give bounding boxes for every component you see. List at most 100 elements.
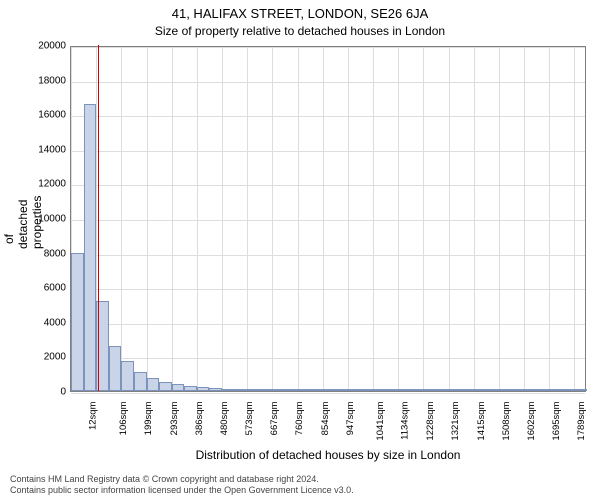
- histogram-bar: [537, 389, 550, 391]
- gridline-vertical: [549, 47, 550, 391]
- gridline-vertical: [499, 47, 500, 391]
- histogram-bar: [197, 387, 210, 391]
- histogram-bar: [360, 389, 373, 391]
- xtick-label: 667sqm: [269, 402, 280, 436]
- gridline-vertical: [172, 47, 173, 391]
- histogram-bar: [235, 389, 248, 391]
- gridline-vertical: [147, 47, 148, 391]
- ytick-label: 2000: [44, 352, 66, 363]
- xtick-label: 1789sqm: [576, 402, 587, 441]
- xtick-label: 1602sqm: [526, 402, 537, 441]
- histogram-bar: [323, 389, 336, 391]
- histogram-bar: [260, 389, 273, 391]
- histogram-bar: [461, 389, 474, 391]
- gridline-vertical: [423, 47, 424, 391]
- xtick-label: 293sqm: [168, 402, 179, 436]
- histogram-bar: [549, 389, 562, 391]
- ytick-label: 12000: [38, 179, 66, 190]
- histogram-bar: [84, 104, 97, 391]
- xtick-label: 386sqm: [193, 402, 204, 436]
- gridline-vertical: [222, 47, 223, 391]
- gridline-horizontal: [71, 82, 585, 83]
- chart-title-sub: Size of property relative to detached ho…: [0, 24, 600, 38]
- gridline-horizontal: [71, 47, 585, 48]
- histogram-bar: [373, 389, 386, 391]
- gridline-vertical: [348, 47, 349, 391]
- gridline-vertical: [121, 47, 122, 391]
- xtick-label: 1508sqm: [501, 402, 512, 441]
- xtick-label: 1321sqm: [450, 402, 461, 441]
- gridline-vertical: [373, 47, 374, 391]
- histogram-bar: [159, 382, 172, 391]
- ytick-label: 0: [60, 387, 66, 398]
- histogram-bar: [172, 384, 185, 391]
- xtick-label: 1228sqm: [425, 402, 436, 441]
- gridline-vertical: [398, 47, 399, 391]
- gridline-horizontal: [71, 358, 585, 359]
- xtick-label: 106sqm: [118, 402, 129, 436]
- histogram-bar: [386, 389, 399, 391]
- histogram-bar: [272, 389, 285, 391]
- histogram-bar: [298, 389, 311, 391]
- histogram-bar: [147, 378, 160, 391]
- histogram-bar: [562, 389, 575, 391]
- gridline-vertical: [323, 47, 324, 391]
- gridline-horizontal: [71, 255, 585, 256]
- gridline-vertical: [197, 47, 198, 391]
- ytick-label: 20000: [38, 41, 66, 52]
- histogram-bar: [436, 389, 449, 391]
- gridline-vertical: [574, 47, 575, 391]
- histogram-bar: [398, 389, 411, 391]
- gridline-vertical: [474, 47, 475, 391]
- footer-line-2: Contains public sector information licen…: [10, 485, 354, 496]
- x-axis-label: Distribution of detached houses by size …: [70, 448, 586, 462]
- ytick-label: 4000: [44, 317, 66, 328]
- histogram-bar: [184, 386, 197, 391]
- chart-title-main: 41, HALIFAX STREET, LONDON, SE26 6JA: [0, 6, 600, 21]
- histogram-bar: [121, 361, 134, 391]
- xtick-label: 1134sqm: [399, 402, 410, 440]
- histogram-bar: [411, 389, 424, 391]
- gridline-vertical: [524, 47, 525, 391]
- histogram-plot: [70, 46, 586, 392]
- xtick-label: 1695sqm: [551, 402, 562, 441]
- gridline-horizontal: [71, 289, 585, 290]
- y-axis-label: Number of detached properties: [0, 229, 44, 249]
- histogram-bar: [134, 372, 147, 391]
- gridline-horizontal: [71, 151, 585, 152]
- gridline-horizontal: [71, 220, 585, 221]
- histogram-bar: [348, 389, 361, 391]
- xtick-label: 1415sqm: [476, 402, 487, 441]
- gridline-horizontal: [71, 393, 585, 394]
- histogram-bar: [310, 389, 323, 391]
- histogram-bar: [247, 389, 260, 391]
- gridline-horizontal: [71, 116, 585, 117]
- histogram-bar: [285, 389, 298, 391]
- gridline-horizontal: [71, 324, 585, 325]
- histogram-bar: [499, 389, 512, 391]
- histogram-bar: [474, 389, 487, 391]
- gridline-vertical: [298, 47, 299, 391]
- histogram-bar: [574, 389, 587, 391]
- gridline-vertical: [449, 47, 450, 391]
- xtick-label: 1041sqm: [375, 402, 386, 441]
- xtick-label: 573sqm: [244, 402, 255, 436]
- histogram-bar: [71, 253, 84, 391]
- xtick-label: 947sqm: [345, 402, 356, 436]
- histogram-bar: [209, 388, 222, 391]
- gridline-vertical: [247, 47, 248, 391]
- ytick-label: 14000: [38, 144, 66, 155]
- gridline-horizontal: [71, 185, 585, 186]
- xtick-label: 854sqm: [319, 402, 330, 436]
- histogram-bar: [486, 389, 499, 391]
- ytick-label: 18000: [38, 75, 66, 86]
- ytick-label: 6000: [44, 283, 66, 294]
- histogram-bar: [335, 389, 348, 391]
- footer-attribution: Contains HM Land Registry data © Crown c…: [10, 474, 354, 496]
- histogram-bar: [423, 389, 436, 391]
- xtick-label: 12sqm: [88, 402, 99, 431]
- gridline-vertical: [272, 47, 273, 391]
- histogram-bar: [511, 389, 524, 391]
- histogram-bar: [222, 389, 235, 391]
- highlight-marker: [98, 45, 99, 391]
